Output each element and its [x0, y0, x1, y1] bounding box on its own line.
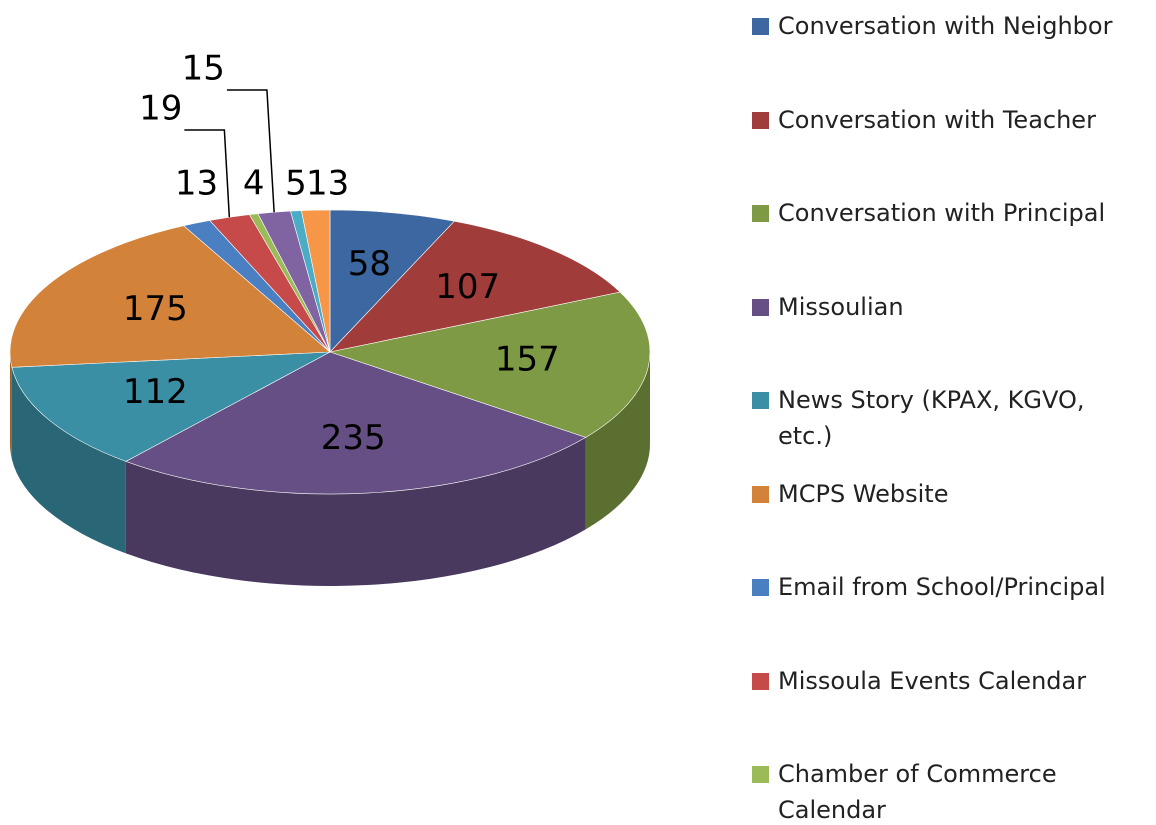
- pie-side: [11, 367, 126, 554]
- legend-swatch: [752, 392, 769, 409]
- data-label: 19: [139, 89, 182, 129]
- legend-swatch: [752, 205, 769, 222]
- legend-swatch: [752, 579, 769, 596]
- pie-slice: [329, 220, 621, 353]
- data-label: 157: [495, 340, 560, 380]
- legend-item: MCPS Website: [752, 476, 1132, 512]
- data-label: 112: [123, 372, 188, 412]
- legend-label: Conversation with Principal: [778, 199, 1106, 227]
- legend-label: Conversation with Neighbor: [778, 12, 1113, 40]
- legend-label: Email from School/Principal: [778, 573, 1106, 601]
- pie-slice: [9, 225, 331, 368]
- leader-line: [226, 89, 275, 213]
- pie-slice: [11, 351, 331, 462]
- legend-item: Missoula Events Calendar: [752, 663, 1132, 699]
- pie-side: [10, 352, 12, 460]
- leader-line: [184, 129, 231, 218]
- legend-item: Conversation with Teacher: [752, 102, 1132, 138]
- legend-item: Chamber of Commerce Calendar: [752, 756, 1132, 825]
- legend-label: News Story (KPAX, KGVO, etc.): [778, 386, 1085, 450]
- data-label: 4: [243, 164, 265, 204]
- data-label: 5: [285, 164, 307, 204]
- legend-item: Email from School/Principal: [752, 569, 1132, 605]
- legend-swatch: [752, 298, 769, 316]
- pie-slice: [125, 351, 587, 495]
- legend-label: Missoula Events Calendar: [778, 666, 1087, 695]
- data-label: 13: [306, 164, 349, 204]
- data-label: 58: [348, 244, 391, 284]
- data-label: 107: [435, 267, 500, 307]
- pie-side: [125, 437, 586, 586]
- pie-side: [585, 352, 650, 530]
- data-label: 15: [182, 49, 225, 89]
- legend-label: Conversation with Teacher: [778, 105, 1096, 134]
- legend-label: Chamber of Commerce Calendar: [778, 760, 1057, 824]
- legend-swatch: [752, 672, 769, 690]
- legend-label: Missoulian: [778, 292, 904, 321]
- pie-top: [9, 209, 651, 495]
- legend-label: MCPS Website: [778, 479, 949, 508]
- pie-slice: [328, 291, 651, 438]
- pie-slice: [301, 209, 331, 353]
- legend-swatch: [752, 766, 769, 783]
- legend-swatch: [752, 18, 769, 35]
- legend-swatch: [752, 111, 769, 129]
- data-label: 235: [321, 418, 386, 458]
- data-label: 175: [123, 289, 188, 329]
- legend-swatch: [752, 485, 769, 503]
- legend-item: Missoulian: [752, 289, 1132, 325]
- legend-item: Conversation with Neighbor: [752, 8, 1132, 44]
- data-label: 13: [175, 164, 218, 204]
- pie-slice: [329, 209, 455, 353]
- pie-sides: [10, 352, 650, 586]
- legend-item: Conversation with Principal: [752, 195, 1132, 231]
- legend-item: News Story (KPAX, KGVO, etc.): [752, 382, 1132, 454]
